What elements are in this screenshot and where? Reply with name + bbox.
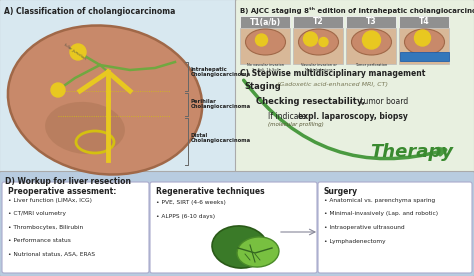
Ellipse shape <box>45 102 125 154</box>
Text: • Minimal-invasively (Lap. and robotic): • Minimal-invasively (Lap. and robotic) <box>324 211 438 216</box>
Text: • Intraoperative ultrasound: • Intraoperative ultrasound <box>324 225 405 230</box>
Text: expl. laparoscopy, biopsy: expl. laparoscopy, biopsy <box>298 112 408 121</box>
Circle shape <box>414 30 430 46</box>
FancyBboxPatch shape <box>2 182 149 273</box>
Text: Vascular invasion or
Multiple lesions: Vascular invasion or Multiple lesions <box>301 63 337 71</box>
Text: If indicate: If indicate <box>268 112 309 121</box>
Text: • Nutrional status, ASA, ERAS: • Nutrional status, ASA, ERAS <box>8 252 95 257</box>
Circle shape <box>363 31 381 49</box>
Text: hilar junction: hilar junction <box>63 43 86 61</box>
Circle shape <box>51 83 65 97</box>
Text: • Anatomical vs. parenchyma sparing: • Anatomical vs. parenchyma sparing <box>324 198 435 203</box>
Text: (molecular profiling): (molecular profiling) <box>268 122 324 127</box>
Text: Regenerative techniques: Regenerative techniques <box>156 187 264 196</box>
Circle shape <box>319 38 328 46</box>
Text: Tumor perforation: Tumor perforation <box>356 63 388 67</box>
Text: • Lymphadenectomy: • Lymphadenectomy <box>324 238 386 243</box>
Text: Surgery: Surgery <box>324 187 358 196</box>
Text: • Liver function (LIMAx, ICG): • Liver function (LIMAx, ICG) <box>8 198 92 203</box>
Text: T3: T3 <box>366 17 377 26</box>
Text: • Thrombocytes, Bilirubin: • Thrombocytes, Bilirubin <box>8 225 83 230</box>
FancyBboxPatch shape <box>318 182 472 273</box>
Text: D) Workup for liver resection: D) Workup for liver resection <box>5 177 131 186</box>
Circle shape <box>255 34 267 46</box>
Ellipse shape <box>237 237 279 267</box>
FancyBboxPatch shape <box>400 52 449 61</box>
Text: (Gadoxetic acid-enhanced MRI, CT): (Gadoxetic acid-enhanced MRI, CT) <box>275 82 388 87</box>
FancyBboxPatch shape <box>346 28 396 64</box>
Text: Perihilar
Cholangiocarcinoma: Perihilar Cholangiocarcinoma <box>191 99 251 109</box>
Circle shape <box>70 44 86 60</box>
FancyBboxPatch shape <box>0 171 474 276</box>
Text: B) AJCC staging 8ᵗʰ edition of intrahepatic cholangiocarcinoma: B) AJCC staging 8ᵗʰ edition of intrahepa… <box>240 7 474 14</box>
Text: T1(a/b): T1(a/b) <box>250 17 281 26</box>
Ellipse shape <box>299 29 338 55</box>
Circle shape <box>303 32 318 46</box>
Text: A) Classification of cholangiocarcinoma: A) Classification of cholangiocarcinoma <box>4 7 175 16</box>
FancyBboxPatch shape <box>0 0 237 172</box>
FancyBboxPatch shape <box>236 0 474 172</box>
FancyBboxPatch shape <box>400 28 449 64</box>
FancyBboxPatch shape <box>346 16 396 28</box>
Text: tumor board: tumor board <box>358 97 408 106</box>
Text: Therapy: Therapy <box>370 143 453 161</box>
FancyBboxPatch shape <box>240 16 291 28</box>
FancyBboxPatch shape <box>293 16 344 28</box>
Ellipse shape <box>404 29 445 55</box>
Text: • PVE, SIRT (4-6 weeks): • PVE, SIRT (4-6 weeks) <box>156 200 226 205</box>
FancyBboxPatch shape <box>293 28 344 64</box>
Text: Preoperative assesment:: Preoperative assesment: <box>8 187 117 196</box>
Ellipse shape <box>352 29 392 55</box>
Text: Distal
Cholangiocarcinoma: Distal Cholangiocarcinoma <box>191 132 251 144</box>
Text: • ALPPS (6-10 days): • ALPPS (6-10 days) <box>156 214 215 219</box>
Text: • CT/MRI volumetry: • CT/MRI volumetry <box>8 211 66 216</box>
FancyBboxPatch shape <box>240 28 291 64</box>
Text: T2: T2 <box>313 17 324 26</box>
Text: Intrahepatic
Cholangiocarcinoma: Intrahepatic Cholangiocarcinoma <box>191 67 251 77</box>
Text: No vascular invasion
1a-Soli, 1b-Soli: No vascular invasion 1a-Soli, 1b-Soli <box>247 63 284 71</box>
FancyBboxPatch shape <box>400 16 449 28</box>
Text: T4: T4 <box>419 17 430 26</box>
Text: Checking resectability,: Checking resectability, <box>256 97 365 106</box>
Text: • Performance status: • Performance status <box>8 238 71 243</box>
Text: Staging: Staging <box>244 82 281 91</box>
FancyBboxPatch shape <box>150 182 317 273</box>
Ellipse shape <box>246 29 285 55</box>
Ellipse shape <box>212 226 268 268</box>
Text: C) Stepwise multidisciplinary management: C) Stepwise multidisciplinary management <box>240 69 425 78</box>
Ellipse shape <box>8 25 202 174</box>
